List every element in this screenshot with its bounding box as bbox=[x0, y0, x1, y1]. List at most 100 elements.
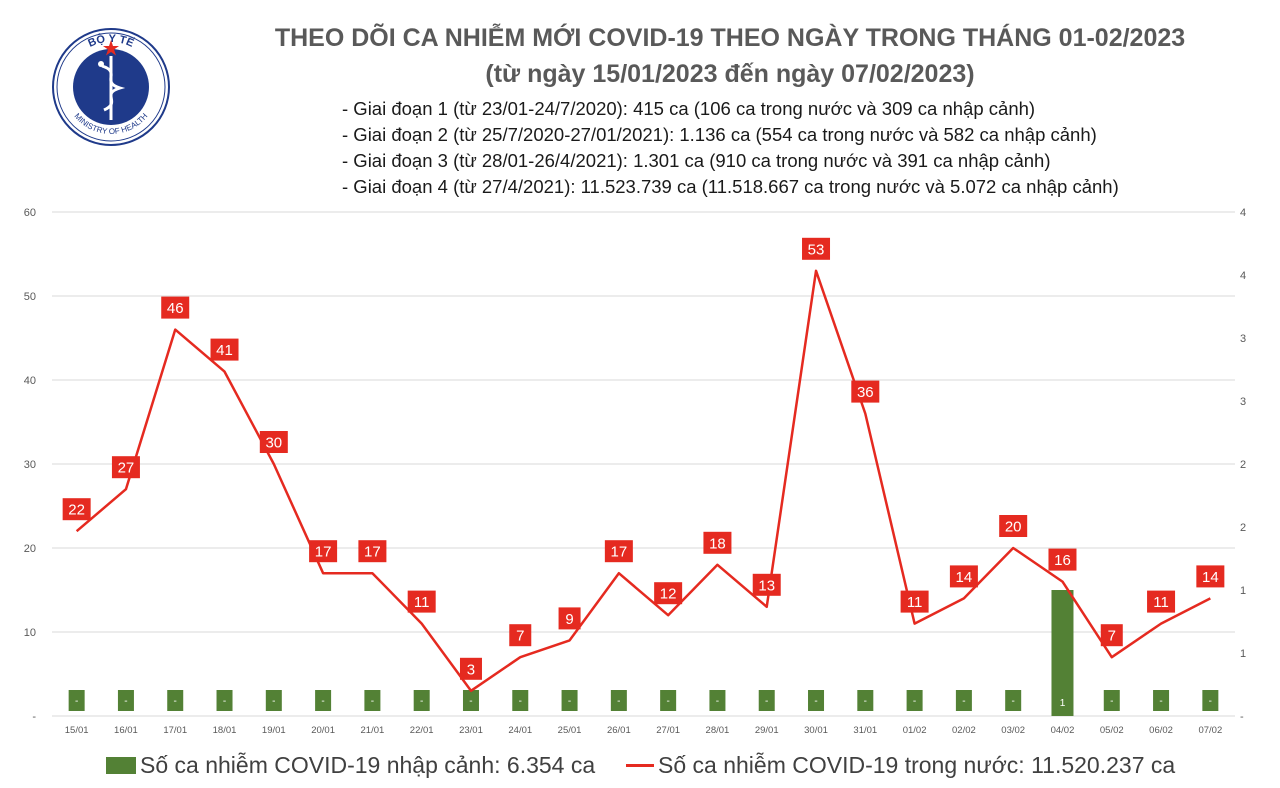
bar-imported bbox=[1005, 690, 1022, 711]
line-data-label: 22 bbox=[68, 502, 85, 519]
bar-data-label: - bbox=[420, 696, 423, 707]
line-label-box bbox=[802, 237, 831, 260]
line-label-box bbox=[161, 296, 190, 319]
line-data-label: 3 bbox=[467, 661, 475, 678]
bar-imported bbox=[906, 690, 923, 711]
phase-item: - Giai đoạn 4 (từ 27/4/2021): 11.523.739… bbox=[342, 176, 1119, 197]
bar-imported bbox=[413, 690, 430, 711]
line-data-label: 17 bbox=[315, 544, 332, 561]
bar-data-label: - bbox=[174, 696, 177, 707]
bar-data-label: - bbox=[716, 696, 719, 707]
x-tick-label: 23/01 bbox=[459, 725, 483, 736]
line-domestic bbox=[75, 269, 1211, 693]
line-label-box bbox=[851, 380, 880, 403]
x-tick-label: 07/02 bbox=[1198, 725, 1222, 736]
bar-imported bbox=[512, 690, 529, 711]
bar-imported bbox=[857, 690, 874, 711]
x-tick-label: 27/01 bbox=[656, 725, 680, 736]
bar-data-label: - bbox=[469, 696, 472, 707]
bar-data-label: - bbox=[765, 696, 768, 707]
x-tick-label: 05/02 bbox=[1100, 725, 1124, 736]
line-data-label: 14 bbox=[1202, 569, 1219, 586]
x-tick-label: 17/01 bbox=[163, 725, 187, 736]
bar-data-label: 1 bbox=[1060, 698, 1066, 709]
x-tick-label: 04/02 bbox=[1051, 725, 1075, 736]
line-label-box bbox=[999, 515, 1028, 537]
bar-data-label: - bbox=[272, 696, 275, 707]
bar-imported bbox=[808, 690, 825, 711]
bar-imported bbox=[610, 690, 627, 711]
phase-list: - Giai đoạn 1 (từ 23/01-24/7/2020): 415 … bbox=[342, 96, 1119, 200]
line-label-box bbox=[1048, 548, 1077, 571]
x-tick-label: 22/01 bbox=[410, 725, 434, 736]
y-left-tick-label: - bbox=[32, 711, 36, 723]
bar-data-label: - bbox=[568, 696, 571, 707]
bar-data-label: - bbox=[617, 696, 620, 707]
bar-data-label: - bbox=[519, 696, 522, 707]
line-label-box bbox=[1100, 624, 1123, 647]
line-label-box bbox=[703, 531, 732, 554]
line-label-box bbox=[309, 540, 338, 563]
x-tick-label: 28/01 bbox=[706, 725, 730, 736]
y-right-tick-label: 4 bbox=[1240, 270, 1246, 282]
bar-imported bbox=[167, 690, 184, 711]
line-label-box bbox=[558, 607, 581, 630]
line-data-label: 14 bbox=[956, 569, 973, 586]
line-label-box bbox=[459, 657, 482, 680]
y-left-tick-label: 20 bbox=[24, 543, 36, 555]
line-data-label: 16 bbox=[1054, 552, 1071, 569]
bar-imported bbox=[315, 690, 332, 711]
x-tick-label: 03/02 bbox=[1001, 725, 1025, 736]
x-tick-label: 30/01 bbox=[804, 725, 828, 736]
line-data-label: 53 bbox=[808, 241, 825, 258]
y-left-tick-label: 50 bbox=[24, 291, 36, 303]
bar-data-label: - bbox=[962, 696, 965, 707]
bar-data-label: - bbox=[321, 696, 324, 707]
bar-imported bbox=[68, 690, 85, 711]
line-label-box bbox=[604, 540, 633, 563]
line-label-box bbox=[1147, 590, 1176, 613]
bar-imported bbox=[1051, 590, 1074, 716]
bar-data-label: - bbox=[124, 696, 127, 707]
line-data-label: 41 bbox=[216, 342, 233, 359]
legend-imported: Số ca nhiễm COVID-19 nhập cảnh: 6.354 ca bbox=[106, 752, 595, 779]
y-right-tick-label: 2 bbox=[1240, 522, 1246, 534]
legend-domestic: Số ca nhiễm COVID-19 trong nước: 11.520.… bbox=[626, 752, 1175, 779]
line-label-box bbox=[654, 582, 683, 605]
bar-imported bbox=[117, 690, 134, 711]
line-data-label: 20 bbox=[1005, 519, 1022, 536]
line-data-label: 46 bbox=[167, 300, 184, 317]
y-left-tick-label: 60 bbox=[24, 207, 36, 219]
x-tick-label: 01/02 bbox=[903, 725, 927, 736]
x-tick-label: 15/01 bbox=[65, 725, 89, 736]
bar-imported bbox=[216, 690, 233, 711]
bar-imported bbox=[462, 690, 479, 711]
ministry-of-health-logo: BỘ Y TẾ MINISTRY OF HEALTH bbox=[52, 28, 170, 146]
bar-data-label: - bbox=[864, 696, 867, 707]
bar-data-label: - bbox=[371, 696, 374, 707]
y-left-tick-label: 40 bbox=[24, 375, 36, 387]
y-left-tick-label: 10 bbox=[24, 627, 36, 639]
line-label-box bbox=[1196, 565, 1225, 588]
line-label-box bbox=[111, 456, 140, 479]
y-right-tick-label: 3 bbox=[1240, 333, 1246, 345]
y-left-tick-label: 30 bbox=[24, 459, 36, 471]
x-tick-label: 24/01 bbox=[508, 725, 532, 736]
line-label-box bbox=[949, 565, 978, 588]
bar-imported bbox=[758, 690, 775, 711]
line-label-box bbox=[62, 498, 91, 521]
line-label-box bbox=[900, 590, 929, 613]
x-tick-label: 18/01 bbox=[213, 725, 237, 736]
y-right-tick-label: 1 bbox=[1240, 648, 1246, 660]
line-label-box bbox=[509, 624, 532, 647]
line-data-label: 36 bbox=[857, 384, 874, 401]
bar-data-label: - bbox=[1110, 696, 1113, 707]
x-tick-label: 02/02 bbox=[952, 725, 976, 736]
line-label-box bbox=[752, 573, 781, 596]
phase-item: - Giai đoạn 1 (từ 23/01-24/7/2020): 415 … bbox=[342, 98, 1036, 119]
line-data-label: 17 bbox=[364, 544, 381, 561]
x-tick-label: 19/01 bbox=[262, 725, 286, 736]
phase-item: - Giai đoạn 3 (từ 28/01-26/4/2021): 1.30… bbox=[342, 150, 1051, 171]
chart-title: THEO DÕI CA NHIỄM MỚI COVID-19 THEO NGÀY… bbox=[274, 24, 1186, 52]
bar-imported bbox=[561, 690, 578, 711]
